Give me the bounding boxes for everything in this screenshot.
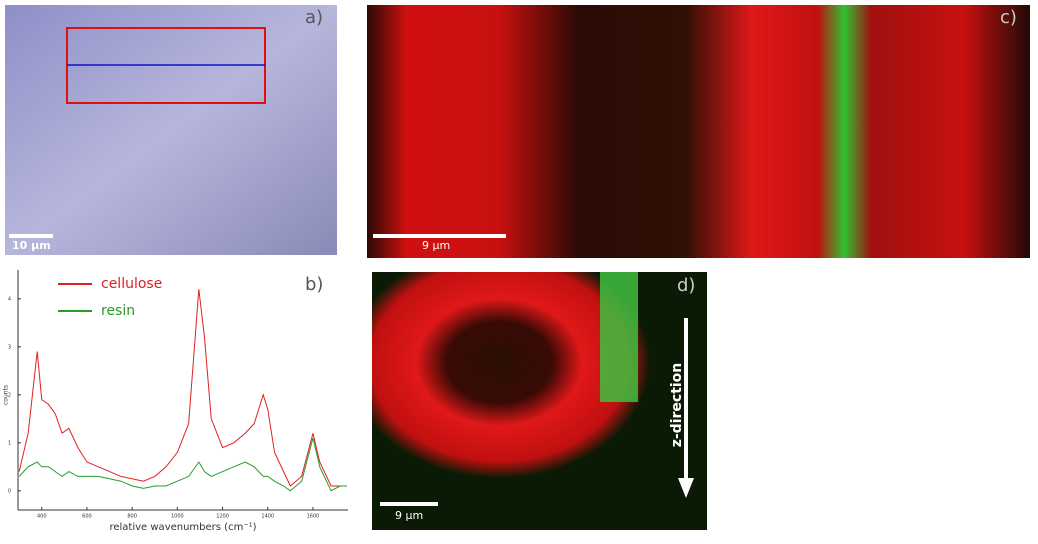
x-tick-label: 400: [37, 514, 47, 520]
x-tick-label: 800: [127, 514, 137, 520]
x-tick-label: 600: [82, 514, 92, 520]
scale-label: 9 µm: [422, 239, 450, 252]
x-axis-label: relative wavenumbers (cm⁻¹): [109, 522, 256, 533]
x-tick-label: 1000: [171, 514, 184, 520]
x-tick-label: 1400: [261, 514, 274, 520]
series-line: [18, 437, 347, 492]
legend-label: resin: [101, 303, 135, 319]
panel-label: d): [677, 275, 695, 296]
y-tick-label: 4: [8, 296, 11, 302]
raman-image: [367, 5, 1030, 258]
panel-a: 10 µm a): [5, 5, 337, 255]
x-tick-label: 1200: [216, 514, 229, 520]
y-tick-label: 3: [8, 344, 11, 350]
raman-image: [372, 272, 707, 530]
scale-bar: [380, 502, 438, 506]
panel-d: 9 µm z-direction d): [372, 272, 707, 530]
arrow-head: [678, 478, 694, 498]
y-tick-label: 2: [8, 392, 11, 398]
scale-label: 9 µm: [395, 509, 423, 522]
x-tick-label: 1600: [307, 514, 320, 520]
arrow-label: z-direction: [669, 363, 685, 448]
scale-bar: [9, 234, 53, 238]
legend-label: cellulose: [101, 276, 162, 292]
panel-b: b) relative wavenumbers (cm⁻¹) counts 0 1…: [3, 270, 348, 533]
panel-label: b): [305, 274, 323, 295]
y-tick-label: 0: [8, 488, 11, 494]
micrograph: [5, 5, 337, 255]
scale-bar: [373, 234, 506, 238]
panel-label: a): [305, 7, 323, 28]
panel-c: 9 µm c): [367, 5, 1030, 258]
y-axis-label: counts: [3, 385, 10, 405]
scale-label: 10 µm: [12, 239, 51, 252]
series-line: [18, 289, 347, 487]
panel-label: c): [1000, 7, 1017, 28]
y-tick-label: 1: [8, 440, 11, 446]
resin-region: [600, 272, 638, 402]
